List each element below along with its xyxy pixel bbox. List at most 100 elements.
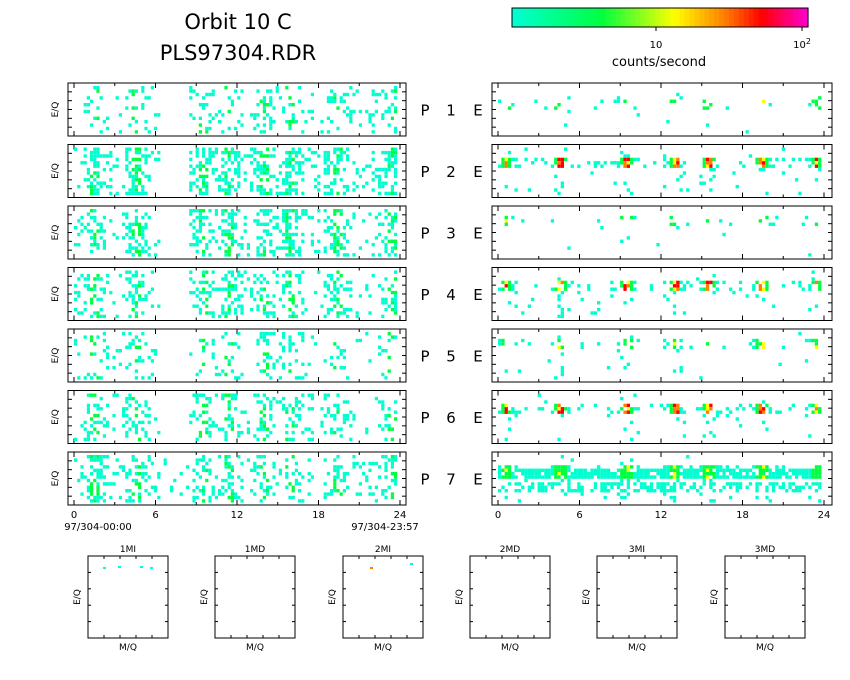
p-cell <box>394 161 398 165</box>
e-cell <box>735 485 739 489</box>
p-cell <box>80 161 84 165</box>
p-cell <box>237 345 241 349</box>
p-cell <box>262 307 266 312</box>
p-cell <box>246 277 250 281</box>
e-cell <box>646 468 650 472</box>
colorbar-swatch <box>566 8 572 27</box>
p-cell <box>291 424 295 428</box>
e-cell <box>630 191 634 196</box>
e-cell <box>557 157 561 162</box>
e-cell <box>771 222 776 226</box>
p-cell <box>333 150 337 155</box>
p-cell <box>326 215 330 220</box>
e-cell <box>626 362 630 366</box>
p-cell <box>141 475 145 479</box>
p-cell <box>234 226 238 230</box>
p-cell <box>144 126 148 131</box>
e-cell <box>577 468 581 472</box>
p-cell <box>333 430 337 435</box>
e-cell <box>686 472 690 476</box>
e-cell <box>699 287 703 291</box>
p-cell <box>93 499 97 503</box>
e-cell <box>705 284 710 288</box>
e-cell <box>755 465 759 469</box>
e-cell <box>623 181 627 185</box>
p-cell <box>394 147 398 151</box>
e-cell <box>755 161 759 165</box>
p-cell <box>339 147 343 151</box>
e-cell <box>709 157 713 162</box>
p-cell <box>310 335 314 339</box>
p-cell <box>211 229 215 233</box>
p-cell <box>285 236 289 240</box>
p-cell <box>320 120 324 124</box>
e-cell <box>768 410 772 414</box>
p-cell <box>198 307 202 312</box>
e-cell <box>633 280 637 285</box>
p-cell <box>317 209 321 213</box>
p-cell <box>285 174 289 179</box>
p-cell <box>323 249 327 254</box>
p-cell <box>314 342 318 346</box>
e-cell <box>682 284 687 288</box>
e-cell <box>676 417 680 421</box>
p-cell <box>352 212 356 216</box>
e-cell <box>620 468 624 472</box>
p-cell <box>195 229 199 233</box>
p-cell <box>243 178 247 182</box>
p-cell <box>294 424 298 428</box>
e-cell <box>663 280 667 285</box>
p-cell <box>275 178 279 182</box>
e-cell <box>573 468 578 472</box>
p-cell <box>138 472 142 476</box>
p-cell <box>202 181 206 185</box>
e-cell <box>705 280 710 285</box>
e-cell <box>709 188 713 192</box>
p-cell <box>282 273 286 278</box>
e-cell <box>639 482 644 486</box>
p-cell <box>198 167 202 172</box>
p-cell <box>134 171 138 175</box>
p-cell <box>288 209 292 213</box>
e-cell <box>729 468 733 472</box>
p-cell <box>243 215 247 220</box>
p-cell <box>272 362 276 366</box>
p-cell <box>304 427 308 431</box>
p-cell <box>294 181 298 185</box>
e-cell <box>672 410 677 414</box>
e-cell <box>808 403 812 408</box>
p-cell <box>240 246 244 250</box>
e-cell <box>732 475 736 479</box>
e-cell <box>498 410 502 414</box>
p-cell <box>282 349 286 353</box>
p-cell <box>336 249 340 254</box>
p-cell <box>346 400 350 404</box>
p-cell <box>250 184 254 189</box>
p-cell <box>237 332 241 336</box>
p-cell <box>326 311 330 315</box>
e-cell <box>669 465 673 469</box>
p-cell <box>291 311 295 315</box>
e-cell <box>778 485 782 489</box>
p-cell <box>269 417 273 421</box>
p-cell <box>381 116 385 120</box>
e-cell <box>663 472 667 476</box>
e-cell <box>514 482 518 486</box>
e-cell <box>702 407 706 411</box>
p-cell <box>371 157 375 162</box>
colorbar-swatch <box>655 8 661 27</box>
p-cell <box>390 297 394 302</box>
p-cell <box>323 413 327 418</box>
p-cell <box>118 495 122 500</box>
e-cell <box>649 485 654 489</box>
p-cell <box>96 485 100 489</box>
e-cell <box>636 407 640 411</box>
p-cell <box>109 178 113 182</box>
e-cell <box>606 413 611 418</box>
e-cell <box>527 472 531 476</box>
p-cell <box>390 284 394 288</box>
p-cell <box>205 410 209 414</box>
e-cell <box>672 342 677 346</box>
p-cell <box>314 184 318 189</box>
p-cell <box>83 301 87 305</box>
